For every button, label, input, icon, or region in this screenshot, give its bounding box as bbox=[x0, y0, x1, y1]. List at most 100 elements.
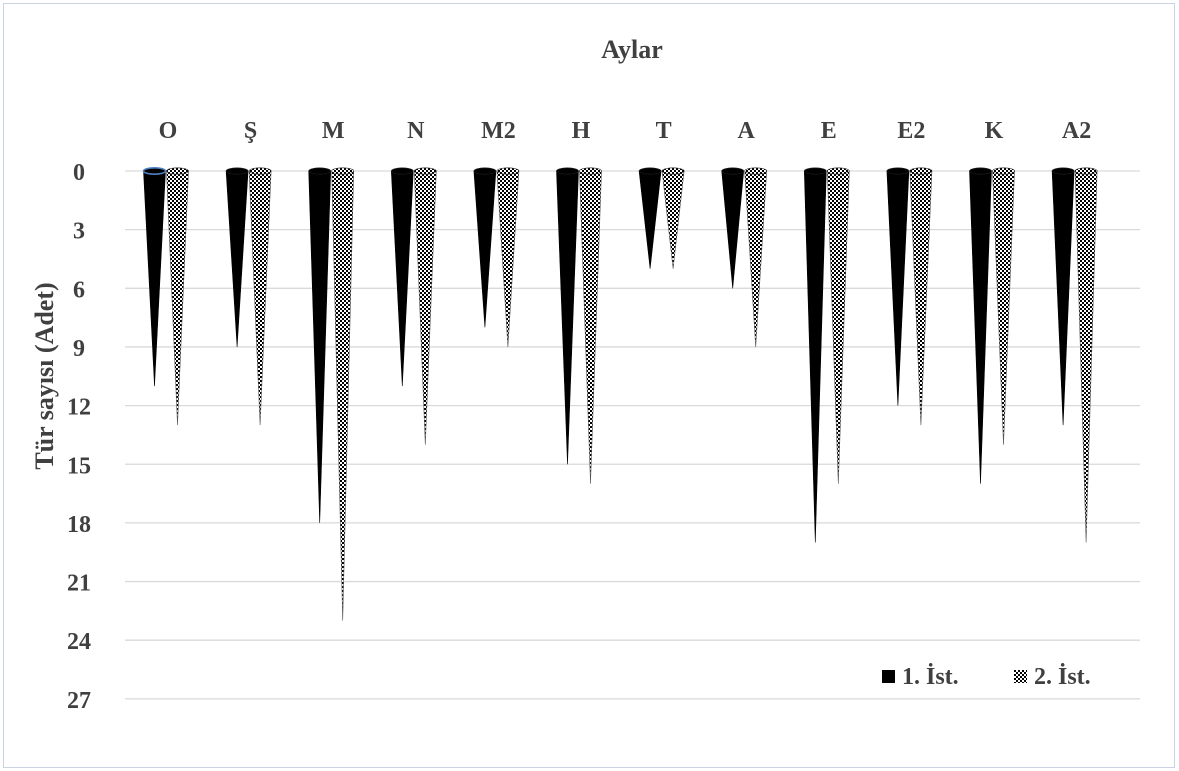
cone-top bbox=[166, 167, 189, 175]
cone-bar bbox=[556, 167, 579, 465]
cone-bar bbox=[166, 167, 189, 426]
y-tick-label: 18 bbox=[67, 512, 91, 538]
cone-top bbox=[556, 167, 579, 175]
y-tick-label: 6 bbox=[73, 277, 85, 303]
cone-body bbox=[390, 170, 414, 387]
y-tick-label: 0 bbox=[73, 160, 85, 186]
legend-swatch-2 bbox=[1014, 670, 1027, 683]
x-axis-title: Aylar bbox=[601, 35, 663, 64]
cone-bar bbox=[248, 167, 272, 426]
cone-bar bbox=[721, 167, 745, 289]
cone-body bbox=[248, 170, 272, 426]
cone-body bbox=[661, 170, 685, 269]
cone-bars bbox=[142, 167, 1098, 621]
cone-body bbox=[473, 170, 497, 328]
cone-top bbox=[579, 167, 602, 175]
cone-body bbox=[638, 170, 662, 269]
y-tick-labels: 0 3 6 9 12 15 18 21 24 27 bbox=[67, 160, 91, 714]
cone-body bbox=[744, 170, 768, 347]
category-label: K bbox=[985, 118, 1004, 144]
cone-top bbox=[992, 167, 1015, 175]
cone-bar bbox=[826, 167, 850, 484]
cone-bar bbox=[1051, 167, 1075, 426]
cone-bar bbox=[473, 167, 497, 328]
category-label: O bbox=[159, 118, 178, 144]
cone-top bbox=[225, 167, 249, 175]
cone-top bbox=[826, 167, 850, 175]
cone-bar bbox=[225, 167, 249, 347]
cone-body bbox=[331, 170, 355, 621]
cone-bar bbox=[909, 167, 933, 426]
cone-top bbox=[803, 167, 827, 175]
cone-bar bbox=[803, 167, 827, 543]
y-tick-label: 15 bbox=[67, 453, 91, 479]
cone-body bbox=[413, 170, 437, 445]
legend-label-1: 1. İst. bbox=[902, 664, 959, 690]
category-label: Ş bbox=[244, 118, 257, 144]
cone-top bbox=[413, 167, 437, 175]
legend-label-2: 2. İst. bbox=[1034, 664, 1091, 690]
cone-top bbox=[886, 167, 910, 175]
cone-body bbox=[579, 170, 602, 484]
cone-bar bbox=[969, 167, 992, 484]
category-label: H bbox=[572, 118, 591, 144]
cone-bar bbox=[744, 167, 768, 347]
cone-body bbox=[166, 170, 189, 426]
legend-swatch-1 bbox=[882, 670, 895, 683]
cone-top bbox=[661, 167, 685, 175]
cone-body bbox=[969, 170, 992, 484]
cone-bar bbox=[331, 167, 355, 621]
cone-top bbox=[909, 167, 933, 175]
cone-bar bbox=[1074, 167, 1098, 543]
category-label: E2 bbox=[897, 118, 925, 144]
cone-top bbox=[496, 167, 520, 175]
cone-bar bbox=[496, 167, 520, 347]
cone-bar bbox=[142, 167, 167, 387]
cone-body bbox=[1074, 170, 1098, 543]
cone-bar bbox=[579, 167, 602, 484]
category-label: T bbox=[656, 118, 672, 144]
cone-bar bbox=[886, 167, 910, 406]
y-tick-label: 3 bbox=[73, 219, 85, 245]
cone-bar bbox=[308, 167, 332, 523]
cone-top bbox=[969, 167, 992, 175]
cone-top bbox=[390, 167, 414, 175]
cone-body bbox=[803, 170, 827, 543]
y-tick-label: 12 bbox=[67, 395, 91, 421]
cone-body bbox=[1051, 170, 1075, 426]
cone-bar bbox=[390, 167, 414, 387]
cone-top bbox=[1051, 167, 1075, 175]
cone-bar bbox=[992, 167, 1015, 445]
category-label: A2 bbox=[1062, 118, 1091, 144]
cone-top bbox=[308, 167, 332, 175]
cone-bar bbox=[413, 167, 437, 445]
category-label: M2 bbox=[481, 118, 516, 144]
category-label: M bbox=[322, 118, 345, 144]
y-tick-label: 27 bbox=[67, 688, 91, 714]
cone-body bbox=[225, 170, 249, 347]
y-tick-label: 24 bbox=[67, 629, 91, 655]
y-axis-title: Tür sayısı (Adet) bbox=[30, 282, 59, 470]
y-tick-label: 21 bbox=[67, 571, 91, 597]
cone-top bbox=[473, 167, 497, 175]
cone-body bbox=[496, 170, 520, 347]
category-label: N bbox=[407, 118, 425, 144]
cone-bar bbox=[661, 167, 685, 269]
cone-top bbox=[1074, 167, 1098, 175]
cone-bar bbox=[638, 167, 662, 269]
cone-body bbox=[556, 170, 579, 465]
y-tick-label: 9 bbox=[73, 336, 85, 362]
category-label: A bbox=[738, 118, 756, 144]
cone-top bbox=[721, 167, 745, 175]
category-label: E bbox=[821, 118, 837, 144]
cone-top bbox=[744, 167, 768, 175]
category-labels: O Ş M N M2 H T A E E2 K A2 bbox=[159, 118, 1092, 144]
cone-body bbox=[909, 170, 933, 426]
cone-body bbox=[992, 170, 1015, 445]
cone-top bbox=[638, 167, 662, 175]
cone-top bbox=[248, 167, 272, 175]
cone-body bbox=[143, 170, 166, 387]
cone-top bbox=[142, 167, 167, 176]
legend: 1. İst. 2. İst. bbox=[882, 664, 1091, 690]
